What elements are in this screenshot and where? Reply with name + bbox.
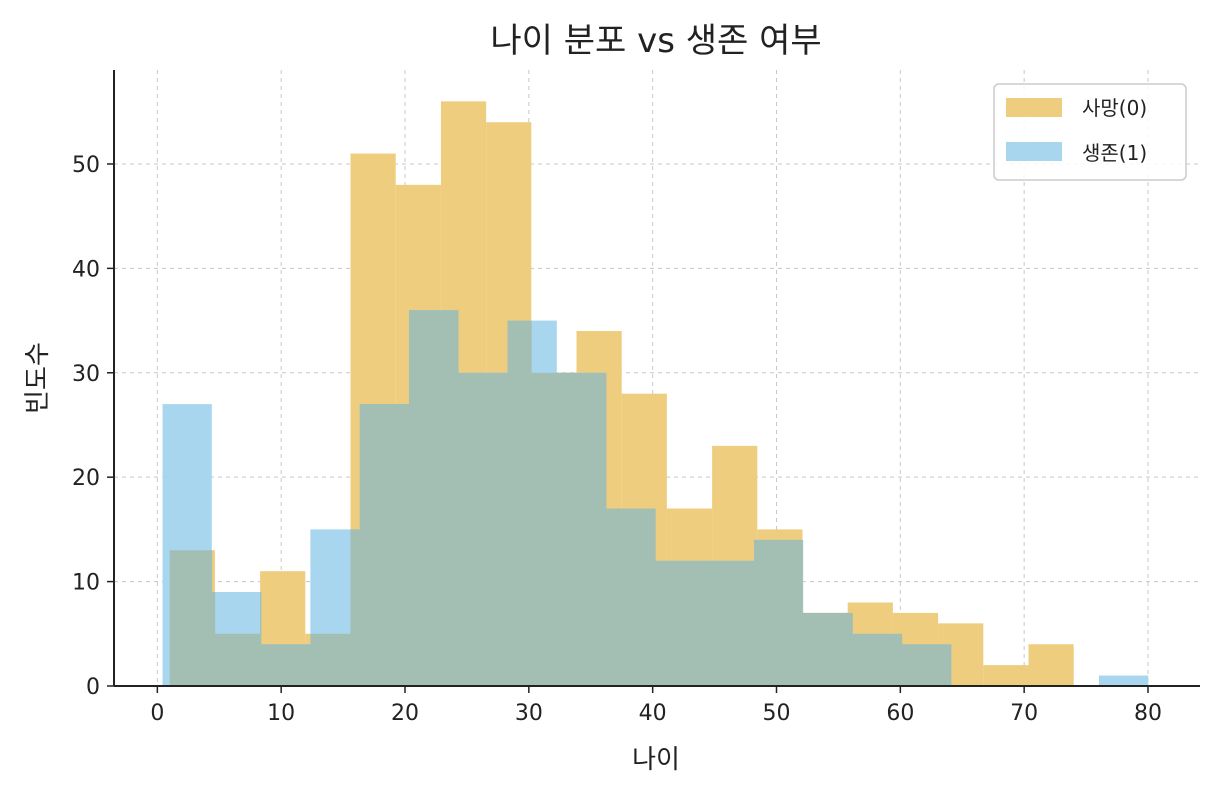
bar-overlap-21 xyxy=(666,560,705,686)
x-tick-label: 70 xyxy=(1010,701,1038,726)
legend-swatch-survived xyxy=(1006,142,1062,161)
bar-overlap-18 xyxy=(606,508,623,686)
bar-overlap-8 xyxy=(359,404,397,686)
x-tick-label: 0 xyxy=(150,701,164,726)
x-tick-label: 60 xyxy=(886,701,914,726)
bar-overlap-16 xyxy=(556,372,577,686)
legend-swatch-died xyxy=(1006,98,1062,117)
bar-overlap-19 xyxy=(621,508,656,686)
legend-label-died: 사망(0) xyxy=(1082,96,1147,120)
axis-ticks: 0 10 20 30 40 50 60 70 80 0 10 20 30 40 50 xyxy=(72,153,1162,726)
bar-overlap-27 xyxy=(803,612,849,686)
bar-died-18 xyxy=(983,665,1029,686)
bar-overlap-15 xyxy=(531,372,558,686)
bar-overlap-10 xyxy=(408,310,442,686)
y-tick-label: 0 xyxy=(86,675,100,700)
bar-overlap-24 xyxy=(753,539,758,686)
x-tick-label: 10 xyxy=(267,701,295,726)
x-tick-label: 40 xyxy=(639,701,667,726)
legend-label-survived: 생존(1) xyxy=(1082,141,1147,165)
bar-overlap-2 xyxy=(214,633,261,686)
bar-overlap-29 xyxy=(852,633,894,686)
chart-title: 나이 분포 vs 생존 여부 xyxy=(490,21,821,61)
bar-overlap-26 xyxy=(802,612,804,686)
x-tick-label: 80 xyxy=(1134,701,1162,726)
bar-overlap-7 xyxy=(350,529,360,686)
bar-overlap-22 xyxy=(704,560,713,686)
bar-overlap-14 xyxy=(507,320,532,686)
histogram-bars xyxy=(162,101,1149,687)
bar-overlap-31 xyxy=(901,644,939,686)
y-tick-label: 30 xyxy=(72,362,100,387)
bar-overlap-1 xyxy=(211,592,216,686)
bar-overlap-13 xyxy=(486,372,508,686)
axes xyxy=(113,70,1200,687)
bar-overlap-28 xyxy=(847,612,853,686)
bar-overlap-3 xyxy=(260,592,262,686)
bar-overlap-5 xyxy=(305,644,311,686)
bar-overlap-4 xyxy=(261,644,306,686)
y-tick-label: 50 xyxy=(72,153,100,178)
y-tick-label: 40 xyxy=(72,257,100,282)
bar-overlap-6 xyxy=(310,633,351,686)
bar-overlap-9 xyxy=(395,404,410,686)
bar-died-19 xyxy=(1028,644,1074,686)
bar-overlap-0 xyxy=(169,550,213,686)
bar-overlap-30 xyxy=(892,633,903,686)
legend: 사망(0) 생존(1) xyxy=(993,83,1187,181)
bar-overlap-12 xyxy=(458,372,487,686)
x-axis-title: 나이 xyxy=(632,745,680,775)
bar-overlap-32 xyxy=(938,644,952,686)
bar-survived-19 xyxy=(1098,675,1149,686)
x-tick-label: 20 xyxy=(391,701,419,726)
y-axis-title: 빈도수 xyxy=(23,342,53,414)
y-tick-label: 20 xyxy=(72,466,100,491)
bar-overlap-25 xyxy=(757,539,803,686)
bar-overlap-20 xyxy=(655,560,668,686)
bar-overlap-23 xyxy=(712,560,755,686)
bar-overlap-17 xyxy=(576,372,607,686)
x-tick-label: 30 xyxy=(515,701,543,726)
x-tick-label: 50 xyxy=(762,701,790,726)
bar-overlap-11 xyxy=(440,310,459,686)
y-tick-label: 10 xyxy=(72,571,100,596)
